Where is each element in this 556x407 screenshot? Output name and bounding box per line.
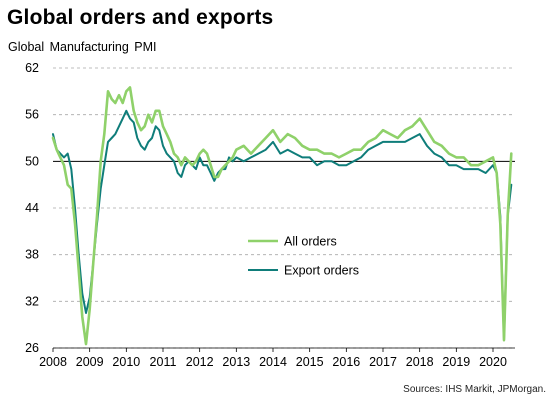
x-tick-2014: 2014 [259, 355, 287, 369]
x-tick-labels: 2008 2009 2010 2011 2012 2013 2014 2015 2016 2017… [39, 348, 507, 369]
gridlines [53, 67, 515, 349]
y-tick-26: 26 [25, 341, 39, 355]
y-axis-label: Global Manufacturing PMI [8, 40, 157, 54]
legend-label-0: All orders [284, 235, 337, 249]
y-tick-56: 56 [25, 108, 39, 122]
series-line-export-orders [52, 109, 513, 342]
x-tick-2009: 2009 [76, 355, 104, 369]
x-tick-2008: 2008 [39, 355, 67, 369]
y-tick-44: 44 [25, 201, 39, 215]
y-tick-62: 62 [25, 61, 39, 75]
x-tick-2017: 2017 [369, 355, 397, 369]
x-tick-2013: 2013 [222, 355, 250, 369]
x-tick-2018: 2018 [406, 355, 434, 369]
x-tick-2015: 2015 [296, 355, 324, 369]
x-tick-2019: 2019 [442, 355, 470, 369]
series-line-all-orders [51, 86, 513, 346]
x-tick-2012: 2012 [186, 355, 214, 369]
x-tick-2011: 2011 [150, 355, 177, 369]
y-tick-32: 32 [25, 294, 39, 308]
x-tick-2010: 2010 [112, 355, 140, 369]
source-note: Sources: IHS Markit, JPMorgan. [403, 384, 546, 395]
y-tick-50: 50 [25, 154, 39, 168]
legend: All orders Export orders [248, 235, 359, 278]
y-tick-38: 38 [25, 248, 39, 262]
legend-label-1: Export orders [284, 264, 359, 278]
x-tick-2016: 2016 [332, 355, 360, 369]
chart-title: Global orders and exports [7, 6, 274, 29]
y-tick-labels: 26 32 38 44 50 56 62 [25, 61, 39, 355]
x-tick-2020: 2020 [479, 355, 507, 369]
series-lines [51, 86, 513, 346]
